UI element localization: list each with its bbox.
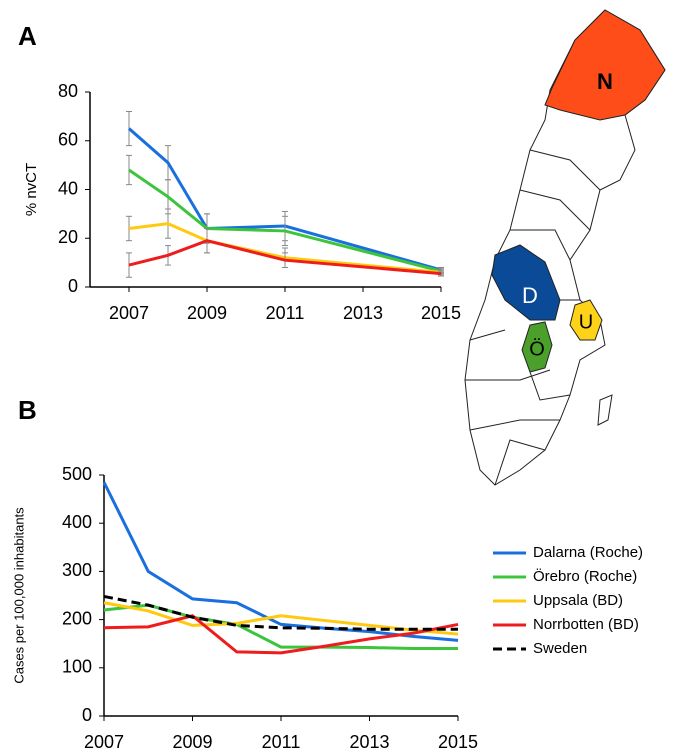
y-axis-label: Cases per 100,000 inhabitants	[11, 507, 26, 684]
y-tick-label: 200	[62, 608, 92, 628]
x-tick-label: 2013	[349, 732, 389, 752]
map-region	[569, 299, 603, 341]
series-line	[103, 614, 459, 655]
y-tick-label: 60	[58, 130, 78, 150]
map-label: U	[579, 311, 593, 333]
x-tick-label: 2007	[109, 303, 149, 323]
map-border	[465, 149, 601, 486]
legend-label: Örebro (Roche)	[533, 567, 637, 585]
x-tick-label: 2007	[84, 732, 124, 752]
series-line	[128, 239, 442, 276]
panel-label: B	[18, 395, 37, 425]
legend-label: Norrbotten (BD)	[533, 616, 639, 633]
x-tick-label: 2015	[421, 303, 461, 323]
y-axis-label: % nvCT	[23, 163, 40, 216]
map-outline	[464, 9, 666, 486]
map-label: Ö	[529, 338, 545, 360]
map-island	[597, 394, 613, 426]
x-tick-label: 2009	[187, 303, 227, 323]
map-region	[491, 244, 561, 321]
y-tick-label: 40	[58, 178, 78, 198]
y-tick-label: 100	[62, 657, 92, 677]
y-tick-label: 400	[62, 512, 92, 532]
y-tick-label: 0	[82, 705, 92, 725]
x-tick-label: 2011	[266, 303, 305, 323]
y-tick-label: 20	[58, 227, 78, 247]
panel-label: A	[18, 21, 37, 51]
y-tick-label: 500	[62, 464, 92, 484]
map-label: N	[597, 69, 613, 94]
map: N D Ö U	[464, 9, 666, 486]
legend-label: Dalarna (Roche)	[533, 544, 643, 561]
y-tick-label: 80	[58, 81, 78, 101]
y-tick-label: 300	[62, 560, 92, 580]
x-tick-label: 2013	[343, 303, 383, 323]
series-line	[103, 594, 458, 631]
y-tick-label: 0	[68, 276, 78, 296]
map-region	[521, 321, 553, 373]
x-tick-label: 2009	[172, 732, 212, 752]
series-line	[103, 603, 458, 651]
legend-label: Uppsala (BD)	[533, 592, 623, 609]
x-tick-label: 2015	[438, 732, 478, 752]
x-tick-label: 2011	[262, 732, 301, 752]
map-label: D	[522, 283, 538, 308]
map-region	[544, 9, 666, 121]
legend-label: Sweden	[533, 640, 587, 657]
